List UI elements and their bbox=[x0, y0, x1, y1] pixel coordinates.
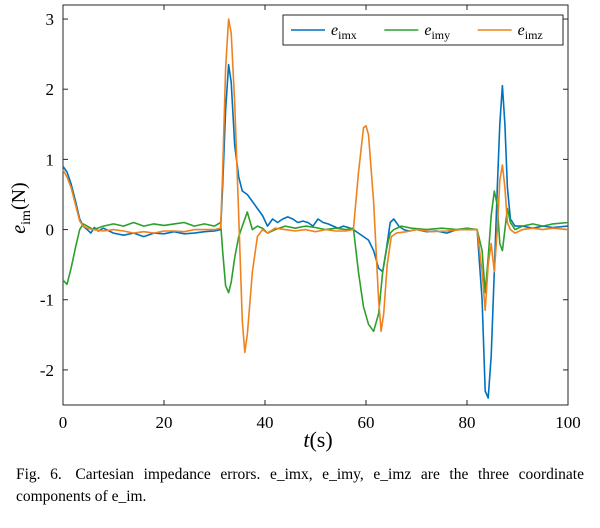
x-tick-label: 40 bbox=[257, 413, 274, 432]
legend-label: eimx bbox=[331, 22, 357, 42]
y-tick-label: 2 bbox=[46, 80, 55, 99]
legend-box bbox=[282, 14, 564, 46]
series-line-e-imy bbox=[62, 190, 569, 333]
series-line-e-imx bbox=[62, 63, 569, 399]
y-tick-label: 0 bbox=[46, 221, 55, 240]
y-axis-ticks: -2 -1 0 1 2 3 bbox=[40, 10, 568, 380]
caption-label: Fig. 6. bbox=[16, 466, 62, 483]
figure-caption: Fig. 6. Cartesian impedance errors. e_im… bbox=[16, 464, 584, 508]
caption-text: Cartesian impedance errors. e_imx, e_imy… bbox=[16, 466, 584, 505]
x-tick-label: 80 bbox=[459, 413, 476, 432]
x-axis-ticks: 0 20 40 60 80 100 bbox=[59, 5, 581, 432]
y-tick-label: -2 bbox=[40, 361, 54, 380]
series-group bbox=[62, 18, 569, 399]
y-axis-label: eim(N) bbox=[8, 182, 34, 233]
series-line-e-imz bbox=[62, 18, 569, 354]
y-tick-label: 3 bbox=[46, 10, 55, 29]
x-tick-label: 100 bbox=[555, 413, 581, 432]
x-tick-label: 60 bbox=[358, 413, 375, 432]
x-tick-label: 20 bbox=[156, 413, 173, 432]
x-axis-label: t(s) bbox=[303, 427, 332, 452]
legend-label: eimy bbox=[424, 22, 450, 42]
legend-label: eimz bbox=[518, 22, 543, 42]
y-tick-label: 1 bbox=[46, 150, 55, 169]
y-tick-label: -1 bbox=[40, 291, 54, 310]
legend: eimx eimy eimz bbox=[282, 14, 564, 46]
x-tick-label: 0 bbox=[59, 413, 68, 432]
